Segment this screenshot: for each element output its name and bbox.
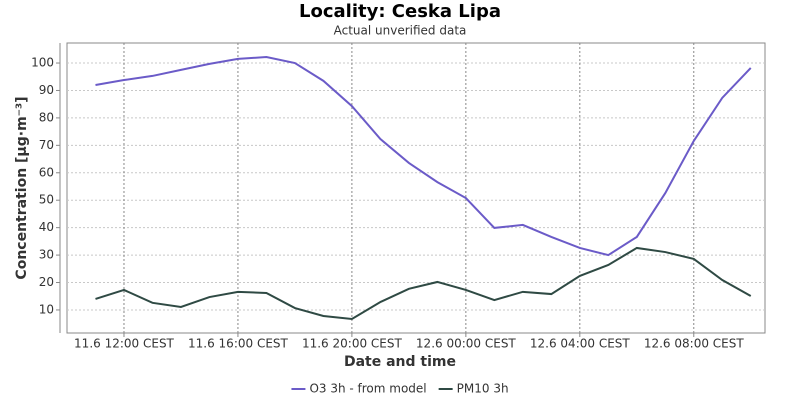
x-tick-label: 11.6 16:00 CEST	[188, 337, 289, 351]
x-tick-label: 12.6 08:00 CEST	[644, 337, 745, 351]
chart-subtitle: Actual unverified data	[334, 24, 467, 38]
y-tick-label: 40	[39, 220, 54, 234]
y-tick-label: 30	[39, 248, 54, 262]
x-tick-label: 11.6 20:00 CEST	[302, 337, 403, 351]
legend-label: PM10 3h	[457, 382, 509, 396]
plot-area	[66, 42, 766, 334]
y-tick-label: 100	[31, 56, 54, 70]
y-axis-title: Concentration [µg·m⁻³]	[14, 96, 30, 279]
y-tick-label: 60	[39, 165, 54, 179]
x-tick-label: 12.6 04:00 CEST	[530, 337, 631, 351]
y-tick-label: 80	[39, 110, 54, 124]
y-tick-label: 50	[39, 193, 54, 207]
chart-title: Locality: Ceska Lipa	[299, 1, 501, 22]
x-tick-label: 12.6 00:00 CEST	[416, 337, 517, 351]
y-tick-label: 90	[39, 83, 54, 97]
y-tick-label: 10	[39, 302, 54, 316]
y-tick-label: 70	[39, 138, 54, 152]
x-tick-label: 11.6 12:00 CEST	[74, 337, 175, 351]
data-line	[95, 246, 752, 321]
data-line	[95, 55, 752, 257]
x-axis-title: Date and time	[344, 354, 456, 370]
legend-label: O3 3h - from model	[309, 382, 426, 396]
y-tick-label: 20	[39, 275, 54, 289]
